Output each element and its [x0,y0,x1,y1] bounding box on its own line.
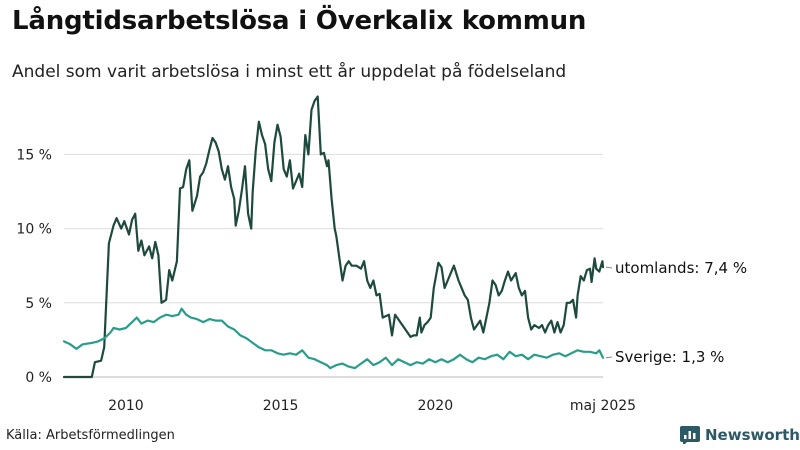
series-lines [62,95,605,379]
y-axis-ticks: 0 % 5 % 10 % 15 % [16,147,52,386]
x-axis-ticks: 2010 2015 2020 maj 2025 [108,398,636,414]
y-tick-label: 10 % [16,222,52,238]
end-label-sverige: Sverige: 1,3 % [615,348,724,366]
x-tick-label: 2020 [417,398,453,414]
end-label-connector [605,266,613,269]
line-chart: 0 % 5 % 10 % 15 % 2010 2015 2020 maj 2025 utom… [16,95,747,414]
series-line-sverige [62,307,605,370]
x-tick-label: maj 2025 [570,398,636,414]
newsworthy-logo[interactable]: Newsworthy [680,426,800,444]
series-line-utomlands [62,95,605,379]
end-label-connector [605,356,613,359]
chart-subtitle: Andel som varit arbetslösa i minst ett å… [12,62,567,82]
x-tick-label: 2015 [263,398,299,414]
chart-title: Långtidsarbetslösa i Överkalix kommun [12,6,587,36]
newsworthy-logo-icon [680,426,700,444]
end-label-utomlands: utomlands: 7,4 % [615,259,747,277]
newsworthy-logo-text: Newsworthy [705,426,800,444]
y-tick-label: 5 % [25,296,52,312]
end-labels: utomlands: 7,4 % Sverige: 1,3 % [605,259,747,366]
source-note: Källa: Arbetsförmedlingen [6,428,175,443]
x-tick-label: 2010 [108,398,144,414]
y-tick-label: 15 % [16,147,52,163]
gridlines [64,153,603,378]
y-tick-label: 0 % [25,370,52,386]
